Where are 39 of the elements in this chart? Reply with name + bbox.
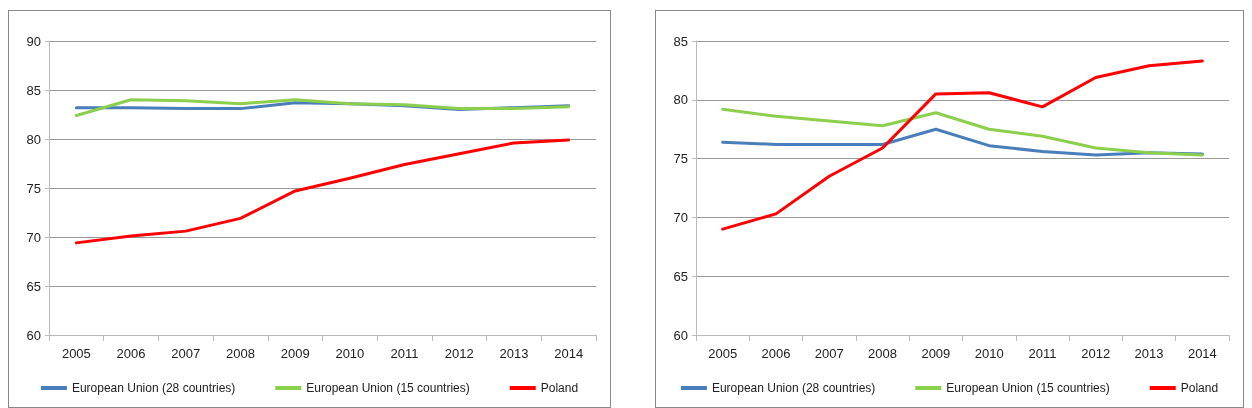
- y-tick-label: 85: [673, 33, 688, 49]
- x-tick-label: 2014: [1187, 346, 1217, 361]
- y-tick-label: 65: [26, 278, 41, 294]
- y-tick-label: 60: [673, 327, 688, 343]
- x-tick-label: 2009: [921, 346, 951, 361]
- legend-label: European Union (15 countries): [306, 381, 470, 395]
- y-tick-label: 85: [26, 82, 41, 98]
- y-tick-label: 75: [26, 180, 41, 196]
- y-tick-label: 65: [673, 268, 688, 284]
- y-tick-label: 90: [26, 33, 41, 49]
- x-tick-label: 2013: [1134, 346, 1164, 361]
- legend-label: European Union (28 countries): [71, 381, 236, 395]
- y-tick-label: 80: [673, 92, 688, 108]
- legend-label: European Union (15 countries): [946, 381, 1110, 395]
- y-tick-label: 70: [26, 229, 41, 245]
- x-tick-label: 2007: [814, 346, 844, 361]
- y-tick-label: 80: [26, 131, 41, 147]
- x-tick-label: 2008: [868, 346, 898, 361]
- x-tick-label: 2012: [1081, 346, 1111, 361]
- y-tick-label: 75: [673, 151, 688, 167]
- x-tick-label: 2006: [761, 346, 791, 361]
- y-tick-label: 60: [26, 327, 41, 343]
- x-tick-label: 2011: [390, 346, 419, 361]
- x-tick-label: 2005: [61, 346, 91, 361]
- x-tick-label: 2005: [708, 346, 738, 361]
- x-tick-label: 2010: [335, 346, 365, 361]
- x-tick-label: 2014: [554, 346, 584, 361]
- x-tick-label: 2006: [116, 346, 146, 361]
- x-tick-label: 2007: [171, 346, 201, 361]
- legend-label: European Union (28 countries): [711, 381, 876, 395]
- x-tick-label: 2010: [974, 346, 1004, 361]
- x-tick-label: 2012: [444, 346, 474, 361]
- legend-label: Poland: [1180, 381, 1219, 395]
- x-tick-label: 2013: [499, 346, 529, 361]
- y-tick-label: 70: [673, 209, 688, 225]
- legend-label: Poland: [540, 381, 579, 395]
- x-tick-label: 2011: [1028, 346, 1057, 361]
- x-tick-label: 2009: [280, 346, 310, 361]
- x-tick-label: 2008: [225, 346, 255, 361]
